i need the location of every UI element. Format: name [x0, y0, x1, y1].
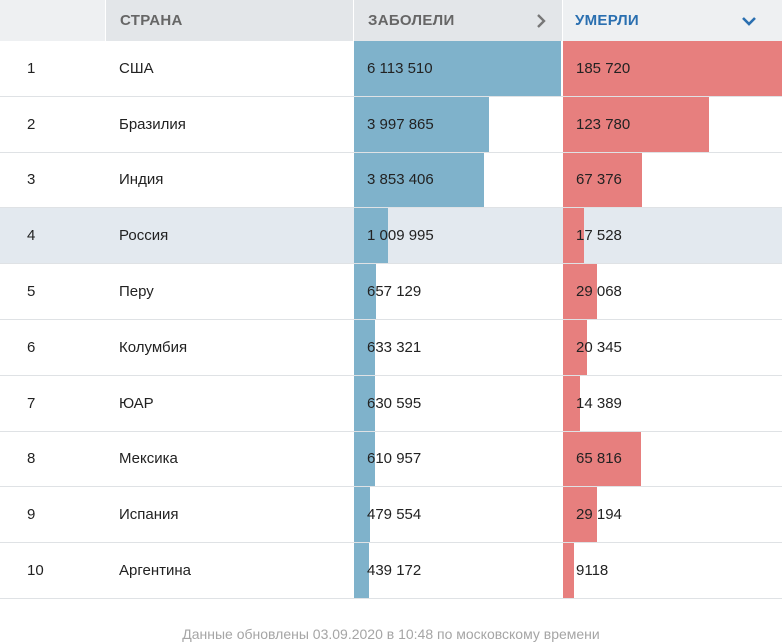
deaths-bar: [563, 319, 587, 375]
cases-bar: [354, 96, 490, 152]
covid-stats-table: СТРАНА ЗАБОЛЕЛИ УМЕРЛИ 1 США 6 113 510 185 …: [0, 0, 782, 599]
country-cell: Перу: [119, 283, 154, 301]
rank-cell: 5: [27, 283, 36, 301]
cases-value: 439 172: [367, 562, 422, 580]
chevron-right-icon[interactable]: [534, 13, 548, 28]
deaths-bar: [563, 487, 598, 543]
table-header: СТРАНА ЗАБОЛЕЛИ УМЕРЛИ: [0, 0, 782, 41]
deaths-value: 123 780: [576, 115, 631, 133]
country-cell: Мексика: [119, 450, 178, 468]
cases-value: 630 595: [367, 394, 422, 412]
rank-cell: 6: [27, 338, 36, 356]
cases-bar: [354, 208, 389, 264]
deaths-value: 17 528: [576, 227, 622, 245]
update-footnote: Данные обновлены 03.09.2020 в 10:48 по м…: [182, 626, 600, 642]
rank-cell: 3: [27, 171, 36, 189]
table-row[interactable]: 5 Перу 657 129 29 068: [0, 264, 782, 320]
deaths-bar: [563, 431, 641, 487]
cases-bar: [354, 375, 376, 431]
country-cell: Россия: [119, 227, 169, 245]
table-body: 1 США 6 113 510 185 720 2 Бразилия 3 997 865 12…: [0, 41, 782, 599]
deaths-bar: [563, 96, 709, 152]
table-row[interactable]: 8 Мексика 610 957 65 816: [0, 431, 782, 488]
deaths-column-header[interactable]: УМЕРЛИ: [562, 0, 782, 41]
table-row[interactable]: 4 Россия 1 009 995 17 528: [0, 208, 782, 265]
cases-value: 610 957: [367, 450, 422, 468]
cases-bar: [354, 152, 485, 208]
rank-cell: 4: [27, 227, 36, 245]
table-row[interactable]: 6 Колумбия 633 321 20 345: [0, 319, 782, 376]
deaths-bar: [563, 543, 574, 598]
country-column-header[interactable]: СТРАНА: [105, 0, 353, 41]
deaths-bar: [563, 152, 643, 208]
deaths-bar: [563, 264, 598, 319]
cases-value: 479 554: [367, 506, 422, 524]
country-cell: Индия: [119, 171, 164, 189]
deaths-value: 65 816: [576, 450, 622, 468]
deaths-bar: [563, 208, 584, 264]
country-cell: Колумбия: [119, 338, 188, 356]
cases-value: 1 009 995: [367, 227, 434, 245]
cases-bar: [354, 431, 375, 487]
country-cell: Испания: [119, 506, 179, 524]
country-header-label: СТРАНА: [120, 12, 183, 29]
deaths-bar: [563, 41, 782, 96]
cases-bar: [354, 487, 371, 543]
cases-header-label: ЗАБОЛЕЛИ: [368, 12, 455, 29]
cases-value: 3 997 865: [367, 115, 434, 133]
country-cell: США: [119, 59, 154, 77]
deaths-value: 9118: [576, 562, 609, 580]
deaths-value: 20 345: [576, 338, 622, 356]
table-row[interactable]: 7 ЮАР 630 595 14 389: [0, 375, 782, 432]
rank-cell: 2: [27, 115, 36, 133]
deaths-value: 29 194: [576, 506, 622, 524]
table-row[interactable]: 2 Бразилия 3 997 865 123 780: [0, 96, 782, 153]
rank-cell: 10: [27, 562, 44, 580]
chevron-down-icon[interactable]: [742, 14, 756, 28]
cases-bar: [354, 264, 377, 319]
deaths-value: 29 068: [576, 283, 622, 301]
table-row[interactable]: 3 Индия 3 853 406 67 376: [0, 152, 782, 209]
table-row[interactable]: 9 Испания 479 554 29 194: [0, 487, 782, 544]
rank-column-header: [0, 0, 105, 41]
deaths-bar: [563, 375, 580, 431]
cases-bar: [354, 543, 369, 598]
table-row[interactable]: 1 США 6 113 510 185 720: [0, 41, 782, 97]
rank-cell: 8: [27, 450, 36, 468]
cases-column-header[interactable]: ЗАБОЛЕЛИ: [353, 0, 562, 41]
cases-value: 657 129: [367, 283, 422, 301]
cases-value: 3 853 406: [367, 171, 434, 189]
deaths-value: 185 720: [576, 59, 631, 77]
cases-value: 6 113 510: [367, 59, 433, 77]
deaths-value: 14 389: [576, 394, 622, 412]
rank-cell: 7: [27, 394, 36, 412]
deaths-header-label: УМЕРЛИ: [575, 12, 639, 29]
rank-cell: 1: [27, 59, 36, 77]
deaths-value: 67 376: [576, 171, 622, 189]
cases-bar: [354, 319, 376, 375]
country-cell: Бразилия: [119, 115, 186, 133]
cases-value: 633 321: [367, 338, 422, 356]
cases-bar: [354, 41, 561, 96]
country-cell: Аргентина: [119, 562, 191, 580]
table-row[interactable]: 10 Аргентина 439 172 9118: [0, 543, 782, 599]
country-cell: ЮАР: [119, 394, 154, 412]
rank-cell: 9: [27, 506, 36, 524]
